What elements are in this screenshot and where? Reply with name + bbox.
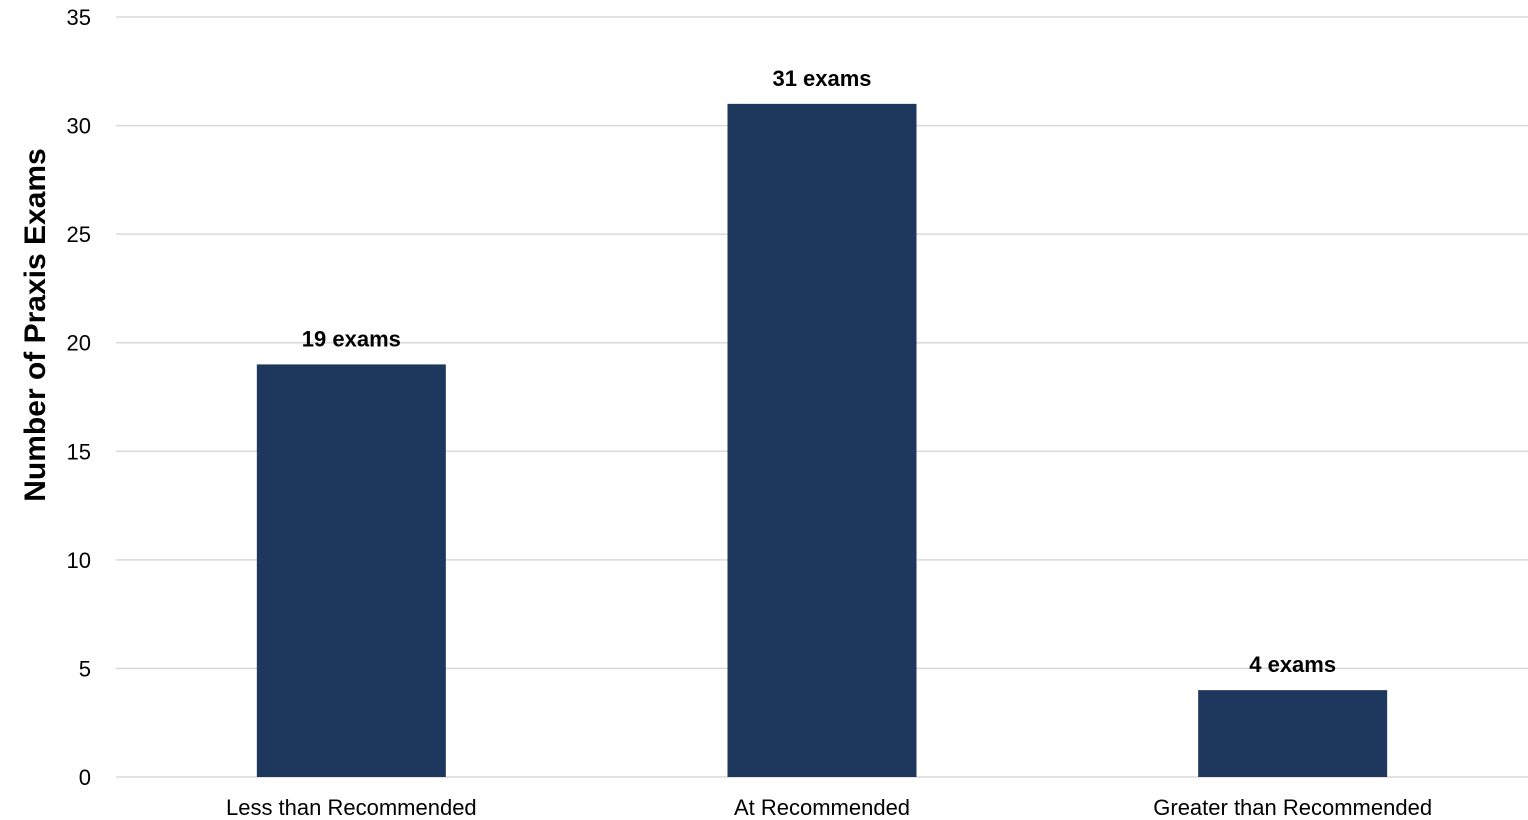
y-tick-label: 5 bbox=[79, 656, 91, 681]
y-tick-label: 30 bbox=[67, 114, 91, 139]
y-tick-label: 0 bbox=[79, 765, 91, 790]
y-tick-label: 10 bbox=[67, 548, 91, 573]
y-tick-label: 15 bbox=[67, 439, 91, 464]
data-label: 19 exams bbox=[302, 326, 401, 351]
bars bbox=[256, 103, 1388, 778]
bar-greater-than-recommended bbox=[1198, 690, 1388, 777]
x-tick-label: At Recommended bbox=[734, 795, 910, 820]
y-tick-label: 20 bbox=[67, 331, 91, 356]
x-axis-ticks: Less than Recommended At Recommended Great… bbox=[226, 795, 1432, 820]
data-label: 31 exams bbox=[772, 66, 871, 91]
y-tick-label: 35 bbox=[67, 5, 91, 30]
bar-less-than-recommended bbox=[256, 364, 446, 777]
data-label: 4 exams bbox=[1249, 652, 1336, 677]
x-tick-label: Less than Recommended bbox=[226, 795, 477, 820]
y-axis-title: Number of Praxis Exams bbox=[19, 148, 52, 501]
bar-at-recommended bbox=[727, 103, 917, 778]
y-axis-ticks: 0 5 10 15 20 25 30 35 bbox=[67, 5, 91, 790]
y-tick-label: 25 bbox=[67, 222, 91, 247]
x-tick-label: Greater than Recommended bbox=[1153, 795, 1432, 820]
data-labels: 19 exams 31 exams 4 exams bbox=[302, 66, 1336, 677]
